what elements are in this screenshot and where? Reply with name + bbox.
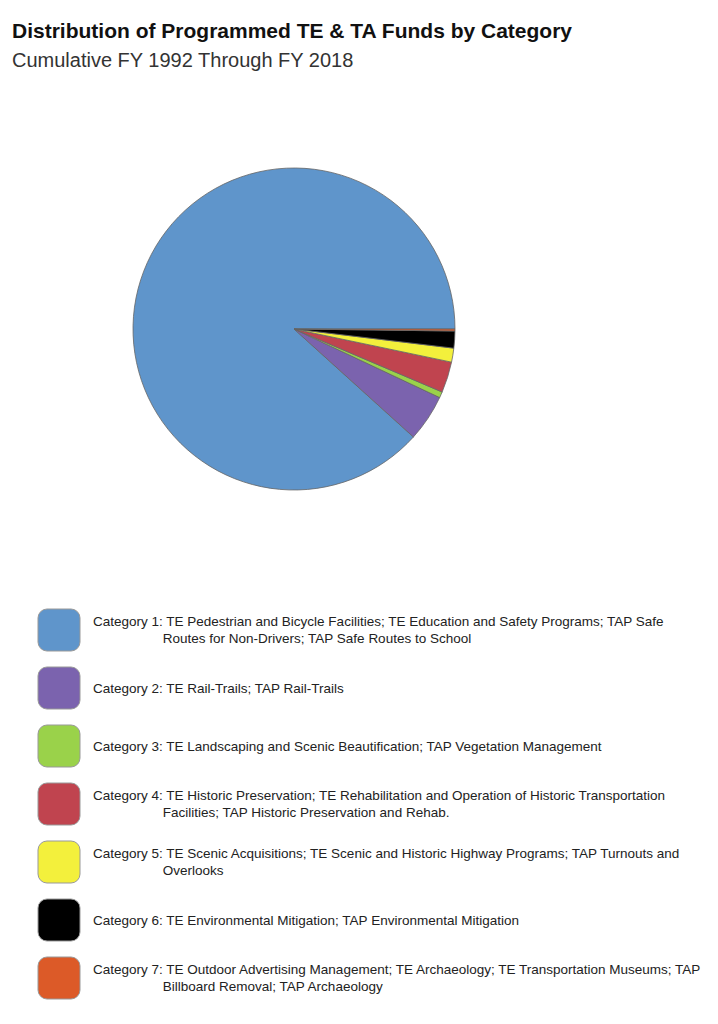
legend-label-line: Routes for Non-Drivers; TAP Safe Routes … bbox=[163, 631, 471, 646]
pie bbox=[133, 168, 455, 490]
legend-label-line: Category 7: TE Outdoor Advertising Manag… bbox=[93, 962, 700, 977]
legend-label: Category 4: TE Historic Preservation; TE… bbox=[93, 788, 665, 820]
subtitle: Cumulative FY 1992 Through FY 2018 bbox=[12, 49, 353, 71]
legend-label-line: Facilities; TAP Historic Preservation an… bbox=[163, 805, 450, 820]
legend-label-line: Category 6: TE Environmental Mitigation;… bbox=[93, 913, 519, 928]
pie-slice bbox=[294, 329, 455, 348]
legend-label: Category 6: TE Environmental Mitigation;… bbox=[93, 913, 519, 928]
pie-slice bbox=[133, 168, 455, 490]
title: Distribution of Programmed TE & TA Funds… bbox=[12, 19, 572, 42]
legend-swatch bbox=[38, 899, 80, 941]
legend-label-line: Category 4: TE Historic Preservation; TE… bbox=[93, 788, 665, 803]
legend-label: Category 1: TE Pedestrian and Bicycle Fa… bbox=[93, 614, 664, 646]
legend-label: Category 2: TE Rail-Trails; TAP Rail-Tra… bbox=[93, 681, 344, 696]
pie-slice bbox=[294, 329, 455, 331]
legend-swatch bbox=[38, 841, 80, 883]
legend-label-line: Category 1: TE Pedestrian and Bicycle Fa… bbox=[93, 614, 664, 629]
legend-swatch bbox=[38, 725, 80, 767]
legend-label-line: Category 2: TE Rail-Trails; TAP Rail-Tra… bbox=[93, 681, 344, 696]
legend-label: Category 3: TE Landscaping and Scenic Be… bbox=[93, 739, 602, 754]
legend-label: Category 7: TE Outdoor Advertising Manag… bbox=[93, 962, 700, 994]
legend: Category 1: TE Pedestrian and Bicycle Fa… bbox=[38, 609, 700, 999]
legend-label-line: Category 3: TE Landscaping and Scenic Be… bbox=[93, 739, 602, 754]
legend-label-line: Category 5: TE Scenic Acquisitions; TE S… bbox=[93, 846, 679, 861]
chart: Distribution of Programmed TE & TA Funds… bbox=[0, 0, 718, 1024]
legend-label-line: Overlooks bbox=[163, 863, 224, 878]
legend-swatch bbox=[38, 957, 80, 999]
legend-label-line: Billboard Removal; TAP Archaeology bbox=[163, 979, 383, 994]
legend-swatch bbox=[38, 609, 80, 651]
legend-swatch bbox=[38, 783, 80, 825]
legend-swatch bbox=[38, 667, 80, 709]
legend-label: Category 5: TE Scenic Acquisitions; TE S… bbox=[93, 846, 679, 878]
